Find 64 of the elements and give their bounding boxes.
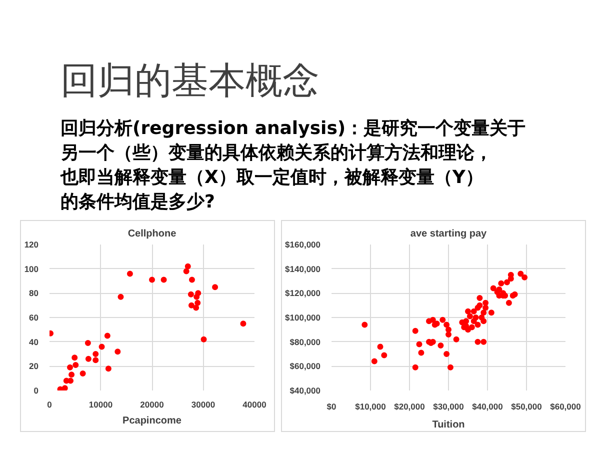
text: 的条件均值是多少?	[60, 192, 215, 212]
point	[195, 290, 202, 296]
y-tick-label: $160,000	[285, 240, 321, 250]
y-tick-label: 0	[34, 386, 39, 396]
y-tick-label: $60,000	[290, 361, 321, 372]
point	[183, 268, 190, 274]
point	[72, 362, 79, 368]
x-tick-label: 10000	[88, 400, 113, 410]
point	[212, 284, 218, 290]
point	[188, 291, 194, 298]
chart-title: ave starting pay	[410, 228, 488, 240]
point	[67, 364, 73, 370]
point	[194, 300, 201, 306]
y-tick-label: 100	[24, 264, 39, 274]
chart-title: Cellphone	[128, 228, 177, 240]
x-tick-label: $20,000	[394, 402, 426, 412]
point	[188, 276, 195, 283]
point	[92, 357, 99, 364]
point	[105, 366, 112, 372]
text: 回归的基本概念	[60, 59, 320, 102]
point	[104, 332, 110, 339]
x-tick-label: $40,000	[472, 402, 504, 412]
point	[62, 385, 68, 390]
point	[92, 351, 99, 357]
point	[98, 344, 105, 350]
point	[240, 320, 246, 327]
y-tick-label: $80,000	[290, 336, 321, 347]
point	[68, 372, 75, 378]
y-tick-label: $140,000	[285, 264, 321, 274]
y-tick-label: 80	[29, 288, 39, 298]
x-tick-label: $10,000	[355, 402, 386, 412]
point	[149, 276, 155, 283]
x-tick-label: 30000	[191, 400, 216, 410]
x-tick-label: $30,000	[433, 402, 464, 412]
x-tick-label: 40000	[242, 400, 267, 410]
y-tick-label: $40,000	[290, 386, 321, 396]
point	[126, 270, 133, 277]
text: 回归分析(regression analysis)：是研究一个变量关于	[60, 118, 526, 139]
point	[200, 336, 207, 342]
y-tick-label: $120,000	[285, 288, 321, 298]
text: 另一个（些）变量的具体依赖关系的计算方法和理论，	[60, 142, 492, 164]
x-tick-label: 20000	[140, 400, 164, 410]
point	[80, 370, 86, 376]
y-tick-label: $100,000	[285, 312, 321, 322]
x-tick-label: 0	[47, 400, 52, 410]
x-axis-title: Tuition	[432, 420, 465, 430]
point	[84, 340, 91, 346]
point	[184, 263, 191, 270]
point	[72, 354, 78, 361]
point	[114, 348, 121, 355]
x-tick-label: $50,000	[511, 402, 542, 412]
x-tick-label: $60,000	[550, 402, 582, 412]
y-tick-label: 40	[29, 336, 39, 347]
point	[193, 304, 200, 311]
text: 也即当解释变量（X）取一定值时，被解释变量（Y）	[60, 167, 484, 188]
y-tick-label: 60	[29, 312, 39, 322]
x-axis-title: Pcapincome	[122, 416, 182, 426]
point	[188, 302, 194, 308]
x-tick-label: $0	[326, 402, 336, 412]
point	[118, 294, 124, 300]
point	[160, 276, 167, 283]
y-tick-label: 120	[24, 240, 39, 250]
y-tick-label: 20	[29, 361, 39, 372]
point	[85, 356, 92, 362]
